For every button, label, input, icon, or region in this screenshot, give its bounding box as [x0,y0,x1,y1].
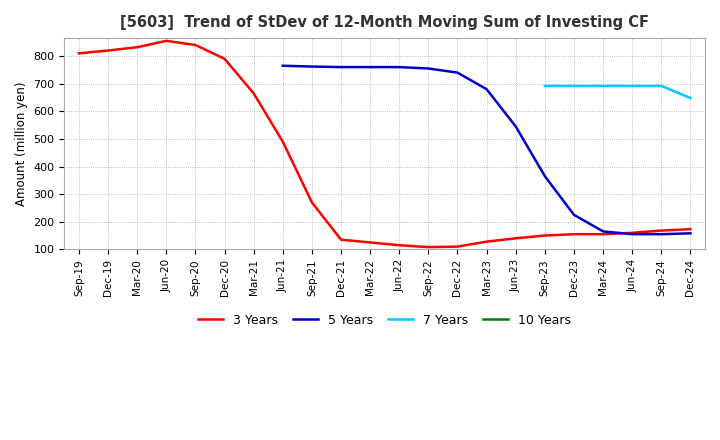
5 Years [395,65,404,70]
3 Years [453,244,462,249]
3 Years [570,231,578,237]
3 Years [307,200,316,205]
5 Years [570,212,578,217]
7 Years [628,83,636,88]
Y-axis label: Amount (million yen): Amount (million yen) [15,81,28,206]
5 Years [337,65,346,70]
3 Years [220,56,229,62]
5 Years [366,65,374,70]
5 Years [511,124,520,129]
5 Years [599,229,608,234]
5 Years [453,70,462,75]
3 Years [249,91,258,96]
7 Years [686,95,695,101]
7 Years [541,83,549,88]
5 Years [279,63,287,68]
Line: 3 Years: 3 Years [79,41,690,247]
5 Years [657,231,666,237]
7 Years [570,83,578,88]
3 Years [279,139,287,144]
Line: 5 Years: 5 Years [283,66,690,234]
Title: [5603]  Trend of StDev of 12-Month Moving Sum of Investing CF: [5603] Trend of StDev of 12-Month Moving… [120,15,649,30]
7 Years [599,83,608,88]
3 Years [104,48,112,53]
3 Years [599,231,608,237]
5 Years [482,87,491,92]
5 Years [307,64,316,69]
5 Years [424,66,433,71]
5 Years [541,173,549,179]
3 Years [395,242,404,248]
3 Years [424,245,433,250]
3 Years [162,38,171,44]
7 Years [657,83,666,88]
5 Years [686,231,695,236]
5 Years [628,231,636,237]
3 Years [75,51,84,56]
3 Years [191,42,199,48]
3 Years [366,240,374,245]
3 Years [337,237,346,242]
Line: 7 Years: 7 Years [545,86,690,98]
3 Years [541,233,549,238]
3 Years [511,236,520,241]
Legend: 3 Years, 5 Years, 7 Years, 10 Years: 3 Years, 5 Years, 7 Years, 10 Years [193,309,576,332]
3 Years [482,239,491,244]
3 Years [657,228,666,233]
3 Years [686,227,695,232]
3 Years [133,44,142,50]
3 Years [628,230,636,235]
